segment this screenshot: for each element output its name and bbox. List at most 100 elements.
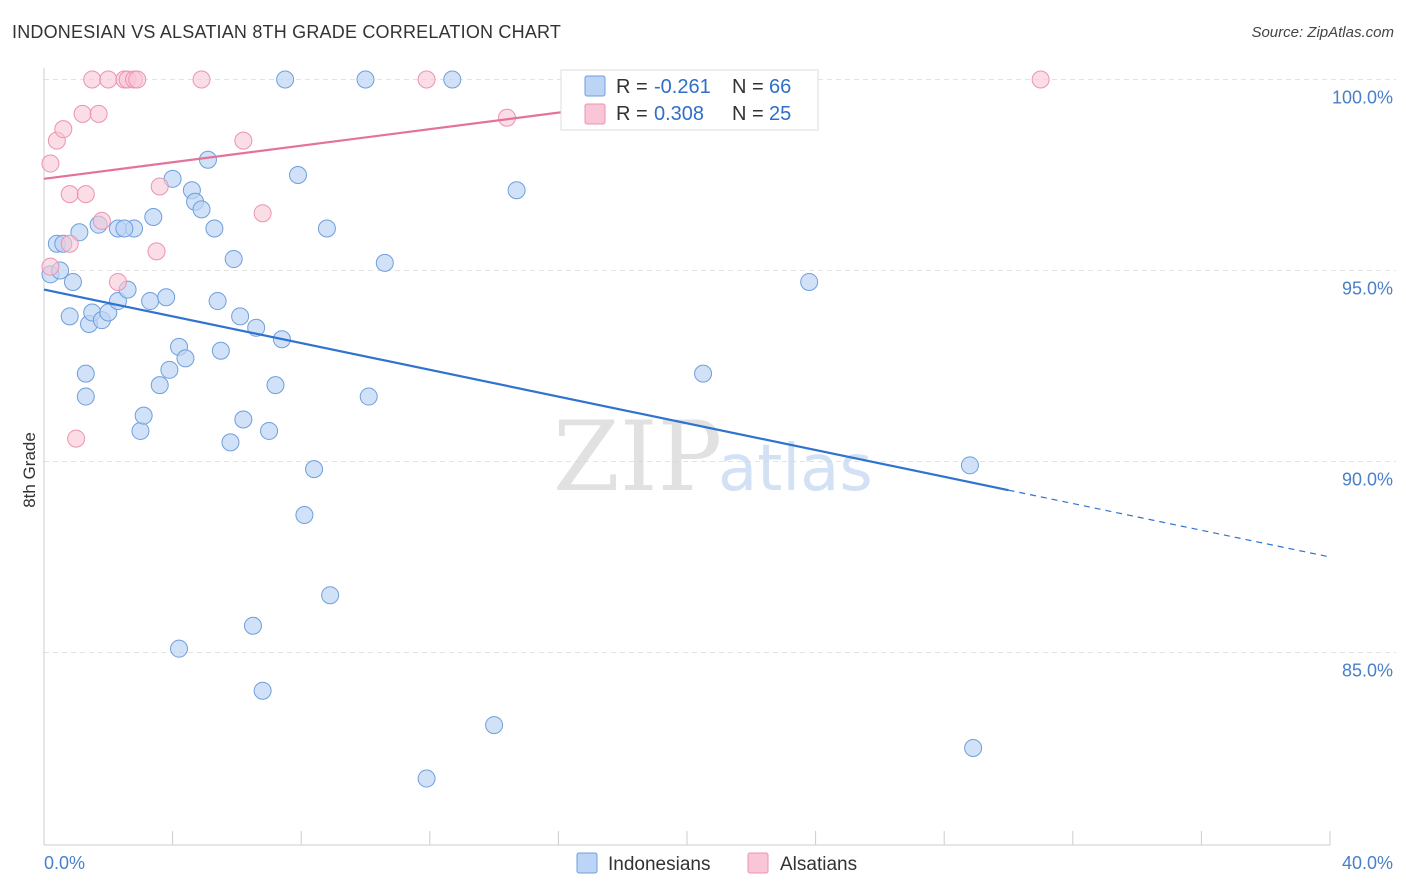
data-point-indonesians bbox=[76, 387, 95, 406]
data-point-indonesians bbox=[295, 505, 314, 524]
data-point-indonesians bbox=[243, 616, 262, 635]
data-point-indonesians bbox=[964, 739, 983, 757]
data-point-indonesians bbox=[417, 769, 436, 788]
legend-n-value-2: 25 bbox=[769, 103, 791, 125]
data-point-indonesians bbox=[170, 639, 189, 658]
data-point-indonesians bbox=[192, 200, 211, 219]
data-point-indonesians bbox=[800, 272, 819, 291]
chart-title: INDONESIAN VS ALSATIAN 8TH GRADE CORRELA… bbox=[12, 22, 562, 42]
data-point-indonesians bbox=[317, 219, 336, 238]
grid-lines bbox=[44, 79, 1396, 653]
data-point-indonesians bbox=[160, 360, 179, 379]
data-point-alsatians bbox=[60, 185, 79, 204]
bottom-legend: Indonesians Alsatians bbox=[576, 852, 857, 875]
legend-r-label-2: R = bbox=[616, 103, 648, 125]
legend-n-label-2: N = bbox=[732, 103, 764, 125]
data-point-indonesians bbox=[198, 150, 217, 169]
y-tick-label: 95.0% bbox=[1342, 279, 1393, 299]
legend-swatch-alsatians bbox=[584, 103, 606, 125]
data-point-alsatians bbox=[128, 70, 147, 89]
y-tick-label: 90.0% bbox=[1342, 470, 1393, 490]
data-point-indonesians bbox=[375, 253, 394, 272]
bottom-legend-label-alsatians: Alsatians bbox=[780, 854, 857, 875]
data-point-indonesians bbox=[321, 586, 340, 605]
source-credit: Source: ZipAtlas.com bbox=[1251, 24, 1394, 41]
data-point-alsatians bbox=[83, 70, 102, 89]
data-point-indonesians bbox=[231, 307, 250, 326]
data-point-alsatians bbox=[150, 177, 169, 196]
data-point-alsatians bbox=[67, 429, 86, 448]
data-point-alsatians bbox=[99, 70, 118, 89]
data-point-indonesians bbox=[70, 223, 89, 242]
legend-r-label-1: R = bbox=[616, 76, 648, 98]
data-point-indonesians bbox=[266, 376, 285, 395]
data-point-alsatians bbox=[41, 154, 60, 173]
data-point-indonesians bbox=[253, 681, 272, 700]
data-point-alsatians bbox=[417, 70, 436, 89]
data-point-indonesians bbox=[960, 456, 979, 475]
series-indonesians bbox=[41, 70, 983, 788]
data-point-indonesians bbox=[305, 460, 324, 479]
data-point-indonesians bbox=[260, 421, 279, 440]
legend-r-value-2: 0.308 bbox=[654, 103, 704, 125]
axes bbox=[43, 68, 1331, 846]
data-point-indonesians bbox=[224, 250, 243, 269]
data-point-alsatians bbox=[54, 120, 73, 139]
data-point-indonesians bbox=[134, 406, 153, 425]
legend-n-value-1: 66 bbox=[769, 76, 791, 98]
data-point-indonesians bbox=[150, 376, 169, 395]
data-point-indonesians bbox=[211, 341, 230, 360]
data-point-indonesians bbox=[157, 288, 176, 307]
y-tick-label: 100.0% bbox=[1332, 88, 1393, 108]
data-point-alsatians bbox=[108, 272, 127, 291]
data-point-alsatians bbox=[147, 242, 166, 261]
bottom-legend-label-indonesians: Indonesians bbox=[608, 854, 710, 875]
data-point-indonesians bbox=[234, 410, 253, 429]
legend-swatch-indonesians bbox=[584, 75, 606, 97]
data-point-indonesians bbox=[485, 716, 504, 735]
data-point-indonesians bbox=[507, 181, 526, 200]
y-axis-title: 8th Grade bbox=[20, 432, 39, 508]
y-tick-labels: 100.0% 95.0% 90.0% 85.0% bbox=[1332, 88, 1393, 681]
data-point-alsatians bbox=[1031, 70, 1050, 89]
data-point-alsatians bbox=[73, 104, 92, 123]
x-tick-label: 40.0% bbox=[1342, 853, 1393, 873]
data-point-indonesians bbox=[694, 364, 713, 383]
data-point-indonesians bbox=[356, 70, 375, 89]
x-tick-labels: 0.0% 40.0% bbox=[44, 853, 1393, 873]
data-point-alsatians bbox=[192, 70, 211, 89]
data-point-indonesians bbox=[208, 292, 227, 311]
data-point-alsatians bbox=[253, 204, 272, 223]
data-point-indonesians bbox=[141, 292, 160, 311]
data-point-indonesians bbox=[76, 364, 95, 383]
series-alsatians bbox=[41, 70, 1050, 448]
legend-r-value-1: -0.261 bbox=[654, 76, 711, 98]
watermark-zip: ZIP bbox=[553, 401, 722, 513]
data-point-indonesians bbox=[205, 219, 224, 238]
data-point-alsatians bbox=[89, 104, 108, 123]
y-tick-label: 85.0% bbox=[1342, 661, 1393, 681]
data-point-indonesians bbox=[115, 219, 134, 238]
data-point-indonesians bbox=[60, 307, 79, 326]
bottom-legend-swatch-indonesians bbox=[576, 852, 598, 874]
x-tick-label: 0.0% bbox=[44, 853, 85, 873]
data-point-alsatians bbox=[41, 257, 60, 276]
data-point-indonesians bbox=[359, 387, 378, 406]
data-point-indonesians bbox=[276, 70, 295, 89]
data-point-indonesians bbox=[221, 433, 240, 452]
trend-line-indonesians bbox=[43, 288, 1009, 492]
legend-n-label-1: N = bbox=[732, 76, 764, 98]
legend-box: R = -0.261 N = 66 R = 0.308 N = 25 bbox=[560, 69, 819, 131]
data-point-indonesians bbox=[144, 208, 163, 227]
data-point-alsatians bbox=[92, 211, 111, 230]
data-point-indonesians bbox=[288, 166, 307, 184]
trend-line-indonesians-extrapolated bbox=[1008, 489, 1331, 558]
watermark-atlas: atlas bbox=[718, 432, 873, 506]
data-point-alsatians bbox=[60, 234, 79, 253]
watermark: ZIP atlas bbox=[553, 401, 873, 513]
data-point-indonesians bbox=[443, 70, 462, 89]
data-point-indonesians bbox=[176, 349, 195, 368]
data-point-indonesians bbox=[63, 272, 82, 291]
bottom-legend-swatch-alsatians bbox=[747, 852, 769, 874]
